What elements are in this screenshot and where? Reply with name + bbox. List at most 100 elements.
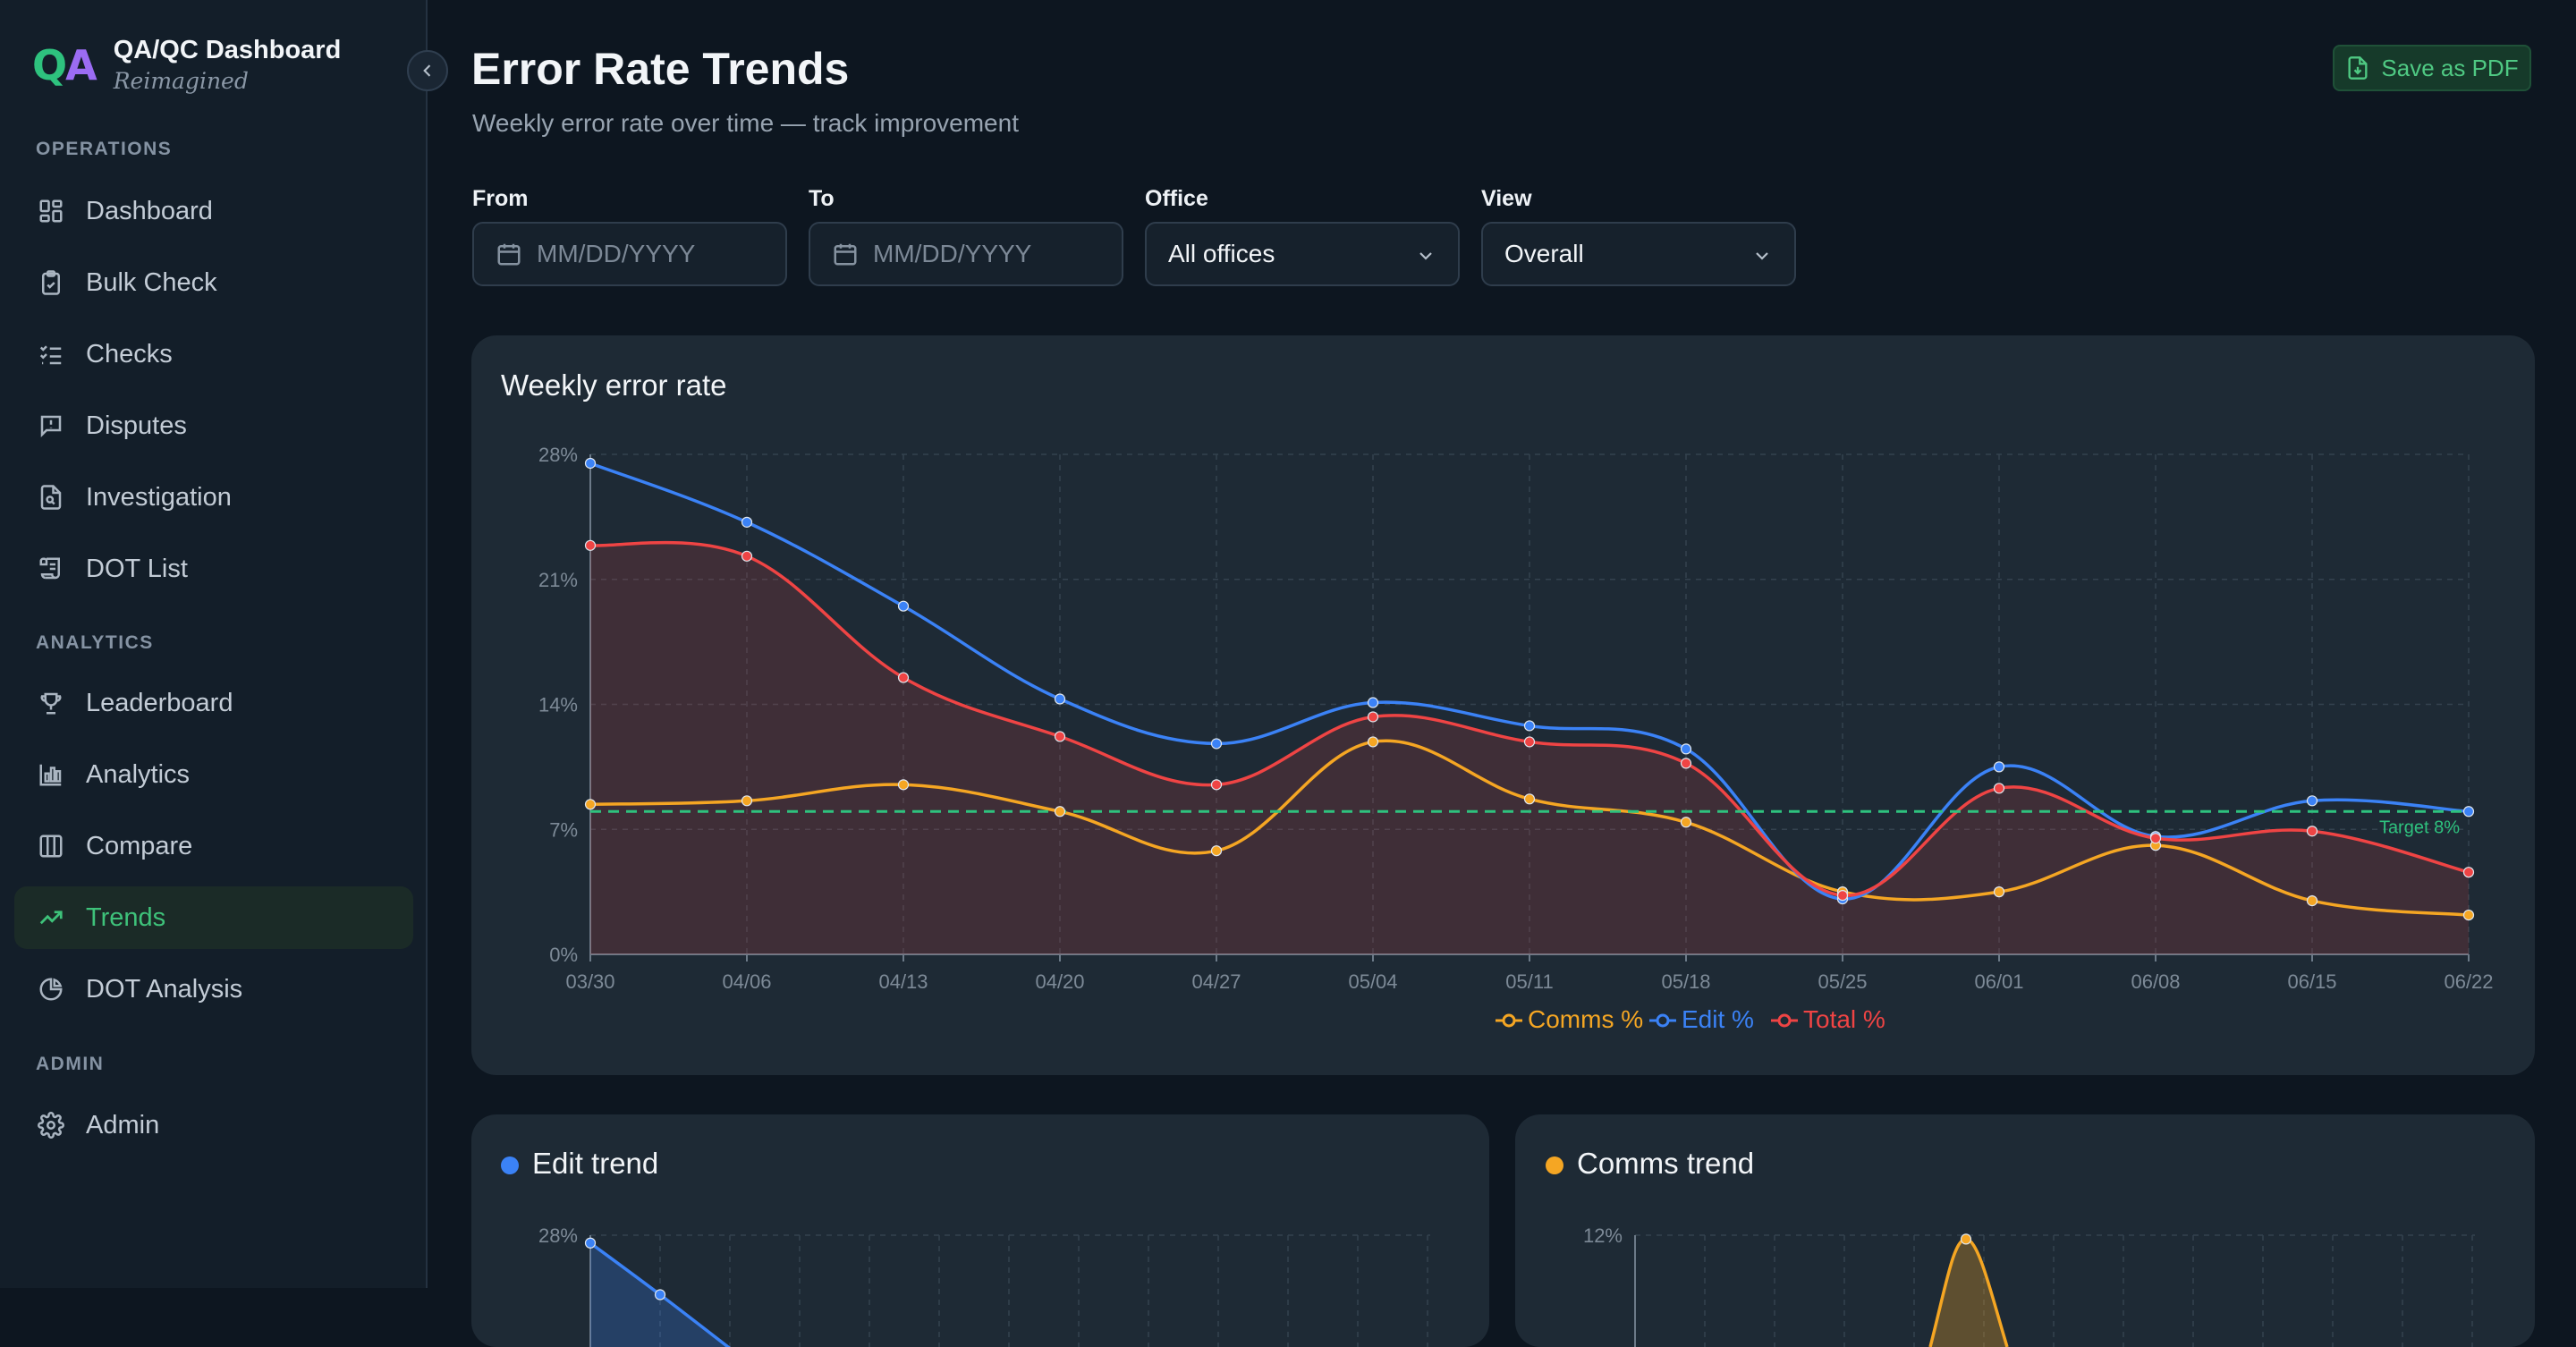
data-point xyxy=(1680,743,1692,755)
data-point xyxy=(1367,697,1379,708)
data-point xyxy=(2149,833,2162,844)
data-point xyxy=(1960,1233,1972,1245)
collapse-sidebar-button[interactable] xyxy=(407,50,448,91)
sidebar-item-trends[interactable]: Trends xyxy=(14,886,413,949)
data-point xyxy=(1993,761,2005,773)
sidebar-item-investigation[interactable]: Investigation xyxy=(14,466,413,529)
y-tick-label: 28% xyxy=(538,1224,578,1247)
sidebar-item-compare[interactable]: Compare xyxy=(14,815,413,877)
data-point xyxy=(1993,783,2005,794)
edit-trend-title: Edit trend xyxy=(532,1147,659,1180)
sidebar-item-label: Analytics xyxy=(86,759,191,789)
sidebar-item-admin[interactable]: Admin xyxy=(14,1094,413,1156)
legend-label: Total % xyxy=(1803,1005,1885,1033)
weekly-error-rate-chart: 0% 7% 14% 21% 28% 03/30 04/06 04/13 04/20 04/27 05… xyxy=(538,444,2494,1033)
sidebar-item-label: DOT List xyxy=(86,554,188,583)
data-point xyxy=(2462,867,2475,878)
edit-trend-chart: 28% xyxy=(538,1224,1430,1347)
weekly-error-rate-card: Weekly error rate 0% 7% 14% 21% 28% 03/30 04/0… xyxy=(471,335,2535,1075)
brand-title: QA/QC Dashboard xyxy=(113,36,342,64)
data-point xyxy=(1367,711,1379,723)
data-point xyxy=(584,457,597,470)
comms-area xyxy=(1930,1239,2007,1347)
edit-trend-card: Edit trend 28% xyxy=(471,1114,1489,1347)
sidebar-item-dashboard[interactable]: Dashboard xyxy=(14,180,413,242)
data-point xyxy=(741,516,753,528)
data-point xyxy=(1523,793,1536,805)
chevron-left-icon xyxy=(423,64,431,77)
from-date-placeholder: MM/DD/YYYY xyxy=(537,240,696,267)
data-point xyxy=(2306,895,2318,907)
comms-trend-chart: 12% xyxy=(1583,1224,2475,1347)
data-point xyxy=(1367,736,1379,748)
data-point xyxy=(584,799,597,810)
page-title: Error Rate Trends xyxy=(471,44,850,94)
x-tick-label: 05/25 xyxy=(1818,970,1867,993)
comms-trend-card: Comms trend 12% xyxy=(1515,1114,2535,1347)
data-point xyxy=(654,1289,666,1300)
office-select[interactable]: All offices xyxy=(1145,222,1460,286)
x-tick-label: 05/11 xyxy=(1505,970,1553,993)
chart-legend: Comms % Edit % Total % xyxy=(1496,1005,1885,1033)
to-date-input[interactable]: MM/DD/YYYY xyxy=(809,222,1123,286)
data-point xyxy=(584,1237,597,1249)
sidebar-item-checks[interactable]: Checks xyxy=(14,323,413,385)
sidebar-item-label: Investigation xyxy=(86,482,232,512)
data-point xyxy=(584,539,597,551)
data-point xyxy=(897,779,910,791)
x-tick-label: 06/15 xyxy=(2287,970,2336,993)
edit-trend-dot xyxy=(501,1156,519,1174)
legend-item: Edit % xyxy=(1649,1005,1754,1033)
data-point xyxy=(2462,806,2475,818)
sidebar-item-label: Checks xyxy=(86,339,173,369)
x-tick-label: 06/08 xyxy=(2131,970,2180,993)
sidebar-item-analytics[interactable]: Analytics xyxy=(14,743,413,806)
data-point xyxy=(1680,817,1692,828)
from-date-input[interactable]: MM/DD/YYYY xyxy=(472,222,787,286)
scroll-icon xyxy=(36,554,66,584)
data-point xyxy=(741,550,753,562)
sidebar-item-label: Admin xyxy=(86,1110,160,1139)
sidebar-item-dot-list[interactable]: DOT List xyxy=(14,538,413,600)
data-point xyxy=(1210,845,1223,857)
view-select[interactable]: Overall xyxy=(1481,222,1796,286)
y-tick-label: 14% xyxy=(538,694,578,716)
x-tick-label: 06/22 xyxy=(2444,970,2493,993)
data-point xyxy=(1210,738,1223,750)
sidebar-item-disputes[interactable]: Disputes xyxy=(14,394,413,457)
target-label: Target 8% xyxy=(2379,818,2460,837)
sidebar: QA QA/QC Dashboard Reimagined OPERATIONS… xyxy=(0,0,428,1288)
y-tick-label: 28% xyxy=(538,444,578,466)
sidebar-item-bulk-check[interactable]: Bulk Check xyxy=(14,251,413,314)
to-date-placeholder: MM/DD/YYYY xyxy=(873,240,1032,267)
file-search-icon xyxy=(36,482,66,513)
sidebar-item-dot-analysis[interactable]: DOT Analysis xyxy=(14,958,413,1021)
sidebar-item-label: Trends xyxy=(86,902,166,932)
total-area xyxy=(590,542,2469,954)
x-tick-label: 04/13 xyxy=(878,970,928,993)
office-select-value: All offices xyxy=(1168,240,1275,267)
y-tick-label: 12% xyxy=(1583,1224,1623,1247)
chevron-down-icon xyxy=(1419,252,1432,260)
view-select-value: Overall xyxy=(1504,240,1584,267)
save-pdf-button[interactable]: Save as PDF xyxy=(2333,45,2531,91)
section-label-analytics: ANALYTICS xyxy=(36,632,154,653)
sidebar-item-label: Disputes xyxy=(86,411,187,440)
to-label: To xyxy=(809,186,835,211)
legend-marker xyxy=(1777,1013,1792,1028)
brand[interactable]: QA QA/QC Dashboard Reimagined xyxy=(32,34,341,97)
page-subtitle: Weekly error rate over time — track impr… xyxy=(472,109,1019,137)
columns-icon xyxy=(36,831,66,861)
data-point xyxy=(1054,693,1066,705)
data-point xyxy=(897,600,910,612)
x-tick-label: 03/30 xyxy=(565,970,614,993)
section-label-operations: OPERATIONS xyxy=(36,139,173,159)
sidebar-item-leaderboard[interactable]: Leaderboard xyxy=(14,672,413,734)
comms-trend-title: Comms trend xyxy=(1577,1147,1755,1180)
data-point xyxy=(1993,886,2005,898)
dashboard-icon xyxy=(36,196,66,226)
legend-marker xyxy=(1502,1013,1516,1028)
office-label: Office xyxy=(1145,186,1208,211)
data-point xyxy=(1210,779,1223,791)
y-tick-label: 0% xyxy=(549,944,578,966)
